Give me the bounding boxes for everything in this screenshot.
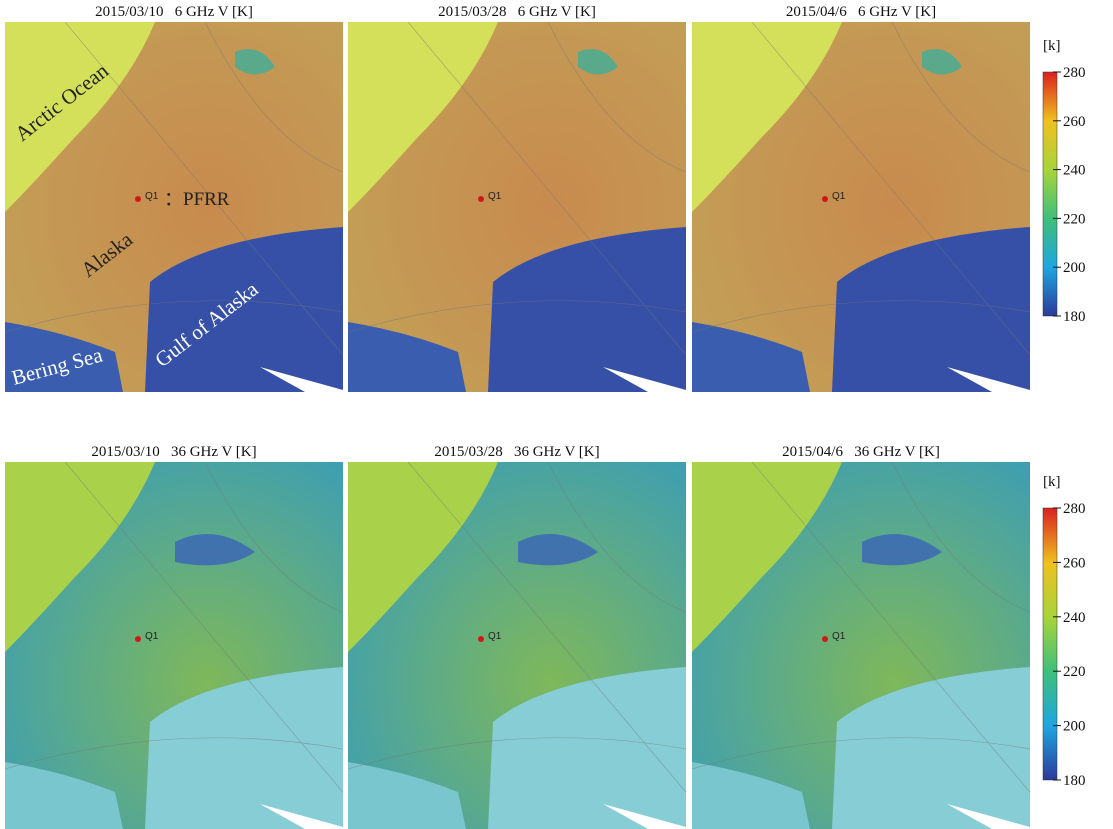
- colorbar-tick-label: 180: [1063, 309, 1086, 325]
- q1-label: Q1: [488, 191, 502, 202]
- colorbar-tick-label: 200: [1063, 719, 1086, 735]
- q1-label: Q1: [145, 191, 159, 202]
- q1-point: [135, 196, 141, 202]
- colorbar-tick-label: 280: [1063, 501, 1086, 517]
- colorbar-tick-label: 260: [1063, 114, 1086, 130]
- colorbar-tick-label: 260: [1063, 555, 1086, 571]
- map-panel: Q1: [348, 462, 686, 829]
- colorbar-tick-label: 240: [1063, 163, 1086, 179]
- map-panel: Q1: [5, 462, 343, 829]
- q1-point: [822, 196, 828, 202]
- colorbar-unit: [k]: [1043, 474, 1061, 490]
- q1-label: Q1: [832, 631, 846, 642]
- colorbar: [1043, 72, 1057, 316]
- map-panel: Q1: [692, 462, 1030, 829]
- colorbar-tick-label: 200: [1063, 260, 1086, 276]
- map-panel: Q1: [348, 22, 686, 392]
- panel-title: 2015/03/28 6 GHz V [K]: [438, 4, 596, 20]
- colorbar-tick-label: 180: [1063, 773, 1086, 789]
- q1-point: [478, 196, 484, 202]
- map-panel: Q1: [692, 22, 1030, 392]
- panel-title: 2015/03/28 36 GHz V [K]: [434, 444, 599, 460]
- q1-label: Q1: [145, 631, 159, 642]
- panel-title: 2015/04/6 36 GHz V [K]: [782, 444, 940, 460]
- colorbar-tick-label: 220: [1063, 211, 1086, 227]
- q1-point: [135, 636, 141, 642]
- colorbar-tick-label: 280: [1063, 65, 1086, 81]
- panel-title: 2015/03/10 36 GHz V [K]: [91, 444, 256, 460]
- panel-title: 2015/03/10 6 GHz V [K]: [95, 4, 253, 20]
- q1-label: Q1: [832, 191, 846, 202]
- q1-point: [822, 636, 828, 642]
- map-annotation: ：PFRR: [164, 189, 230, 210]
- q1-point: [478, 636, 484, 642]
- figure: Q1 2015/03/10 6 GHz V [K] Q1 2015/03/28 6 G…: [0, 0, 1113, 829]
- colorbar: [1043, 508, 1057, 780]
- colorbar-tick-label: 220: [1063, 664, 1086, 680]
- colorbar-tick-label: 240: [1063, 610, 1086, 626]
- panel-title: 2015/04/6 6 GHz V [K]: [786, 4, 936, 20]
- colorbar-unit: [k]: [1043, 38, 1061, 54]
- q1-label: Q1: [488, 631, 502, 642]
